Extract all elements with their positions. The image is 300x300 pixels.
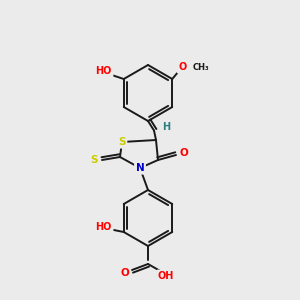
Text: HO: HO [96, 222, 112, 232]
Text: OH: OH [158, 271, 174, 281]
Text: O: O [180, 148, 188, 158]
Text: O: O [121, 268, 129, 278]
Text: O: O [178, 62, 186, 72]
Text: CH₃: CH₃ [192, 62, 209, 71]
Text: N: N [136, 163, 144, 173]
Text: HO: HO [96, 66, 112, 76]
Text: S: S [118, 137, 126, 147]
Text: S: S [90, 155, 98, 165]
Text: H: H [162, 122, 170, 131]
